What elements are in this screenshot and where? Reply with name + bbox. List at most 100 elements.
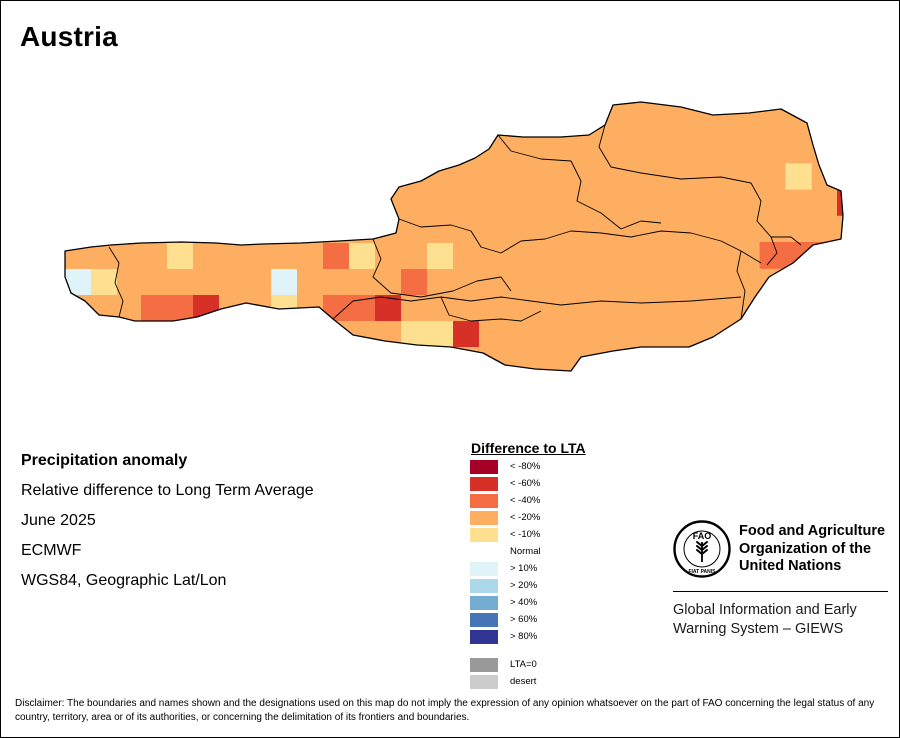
fao-name-line-3: United Nations	[739, 558, 842, 574]
legend-label: < -10%	[510, 529, 541, 540]
legend-swatch	[470, 477, 498, 491]
legend-label: > 20%	[510, 580, 538, 591]
legend-item: < -60%	[470, 477, 610, 491]
legend-swatch	[470, 630, 498, 644]
legend-item: < -80%	[470, 460, 610, 474]
grid-cell	[863, 163, 889, 190]
grid-cell	[65, 243, 91, 269]
grid-cell	[401, 269, 427, 295]
giews-name: Global Information and Early Warning Sys…	[673, 601, 857, 639]
grid-cell	[785, 268, 812, 295]
data-source: ECMWF	[21, 542, 82, 559]
legend-item: > 40%	[470, 596, 610, 610]
grid-cell	[889, 268, 899, 295]
grid-cell	[65, 269, 91, 295]
fao-emblem-icon: FAO FIAT PANIS	[673, 520, 731, 578]
legend-label: < -80%	[510, 461, 541, 472]
grid-cell	[785, 189, 812, 217]
legend-label: > 40%	[510, 597, 538, 608]
grid-cell	[837, 294, 843, 322]
legend-label: Normal	[510, 546, 541, 557]
anomaly-grid	[65, 102, 899, 371]
grid-cell	[733, 268, 761, 295]
grid-cell	[759, 242, 786, 269]
grid-cell	[759, 215, 786, 243]
legend-item: desert	[470, 675, 610, 689]
legend-item: > 10%	[470, 562, 610, 576]
map-period: June 2025	[21, 512, 96, 529]
grid-cell	[863, 294, 889, 321]
grid-cell	[889, 216, 899, 243]
grid-cell	[271, 269, 297, 295]
legend-item: > 20%	[470, 579, 610, 593]
state-borders	[108, 124, 802, 322]
legend-label: > 60%	[510, 614, 538, 625]
grid-cell	[837, 163, 843, 191]
giews-line-2: Warning System – GIEWS	[673, 621, 844, 637]
legend-label: LTA=0	[510, 659, 537, 670]
grid-cell	[811, 215, 838, 243]
legend-swatch	[470, 511, 498, 525]
anomaly-map	[64, 101, 899, 372]
legend-swatch	[470, 613, 498, 627]
legend-swatch	[470, 562, 498, 576]
grid-cell	[401, 321, 453, 347]
country-border	[64, 101, 844, 372]
legend-swatch	[470, 494, 498, 508]
legend-swatch	[470, 596, 498, 610]
legend-swatch	[470, 675, 498, 689]
grid-cell	[889, 190, 899, 217]
grid-cell	[837, 215, 843, 243]
fao-name-line-2: Organization of the	[739, 540, 872, 557]
grid-cell	[889, 242, 899, 269]
grid-cell	[427, 243, 453, 269]
legend-label: > 10%	[510, 563, 538, 574]
legend-label: < -20%	[510, 512, 541, 523]
grid-cell	[733, 242, 761, 269]
grid-cell	[811, 189, 838, 217]
grid-cell	[863, 216, 889, 243]
legend-swatch	[470, 579, 498, 593]
info-block: Precipitation anomaly Relative differenc…	[21, 446, 314, 596]
fao-emblem-letters: FAO	[693, 531, 712, 541]
legend-label: desert	[510, 676, 537, 687]
grid-cell	[785, 215, 812, 243]
legend-swatch	[470, 528, 498, 542]
legend-label: < -40%	[510, 495, 541, 506]
grid-cell	[453, 321, 479, 347]
grid-cell	[167, 243, 193, 269]
legend-item: < -10%	[470, 528, 610, 542]
grid-cell	[785, 163, 812, 191]
map-variable-title: Precipitation anomaly	[21, 452, 188, 469]
grid-cell	[863, 268, 889, 295]
grid-cell	[889, 163, 899, 190]
fao-emblem-motto: FIAT PANIS	[688, 569, 716, 575]
projection-info: WGS84, Geographic Lat/Lon	[21, 572, 227, 589]
grid-cell	[323, 243, 349, 269]
legend-item: Normal	[470, 545, 610, 559]
legend-swatch	[470, 658, 498, 672]
logo-divider	[673, 591, 888, 592]
legend: Difference to LTA < -80% < -60% < -40% < -2…	[470, 440, 586, 689]
map-description: Relative difference to Long Term Average	[21, 482, 314, 499]
legend-swatch	[470, 460, 498, 474]
legend-swatch	[470, 545, 498, 559]
disclaimer: Disclaimer: The boundaries and names sho…	[15, 698, 875, 723]
country-title: Austria	[20, 21, 118, 52]
grid-cell	[863, 242, 889, 269]
grid-cell	[141, 295, 193, 321]
legend-label: > 80%	[510, 631, 538, 642]
fao-name-line-1: Food and Agriculture	[739, 523, 886, 539]
grid-cell	[811, 268, 838, 295]
grid-cell	[837, 189, 843, 217]
fao-name: Food and Agriculture Organization of the…	[739, 523, 885, 576]
grid-cell	[349, 243, 375, 269]
giews-line-1: Global Information and Early	[673, 602, 857, 618]
legend-item: < -20%	[470, 511, 610, 525]
legend-title: Difference to LTA	[471, 440, 586, 456]
legend-item: LTA=0	[470, 658, 610, 672]
grid-cell	[811, 242, 838, 269]
grid-cell	[91, 269, 117, 295]
legend-item: > 80%	[470, 630, 610, 644]
